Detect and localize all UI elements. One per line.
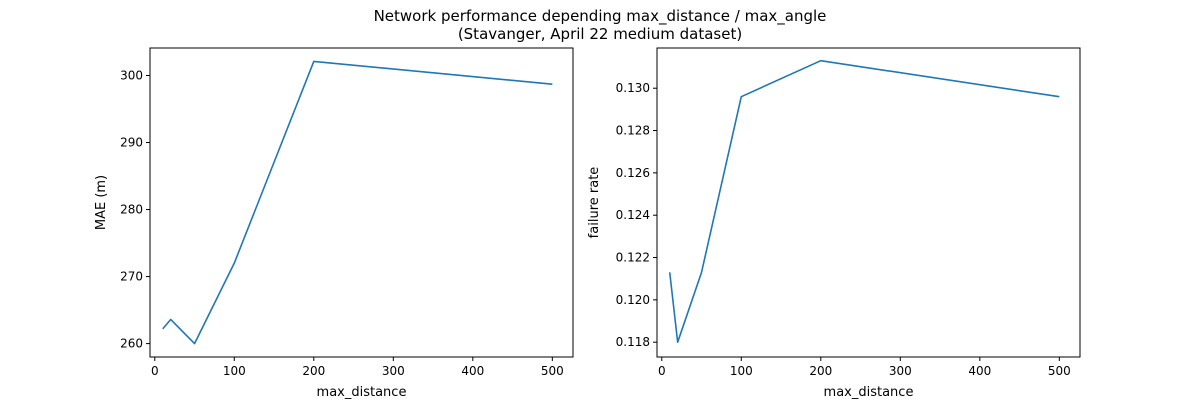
y-tick-label: 290 — [120, 136, 143, 150]
y-tick-label: 0.118 — [616, 335, 650, 349]
series-line — [162, 60, 553, 345]
y-axis-label: failure rate — [587, 167, 602, 239]
series-line — [668, 59, 1060, 343]
figure-title-line-2: (Stavanger, April 22 medium dataset) — [457, 25, 743, 43]
x-tick-label: 300 — [889, 364, 912, 378]
x-tick-label: 400 — [461, 364, 484, 378]
y-tick-label: 0.130 — [616, 81, 650, 95]
x-tick-label: 100 — [730, 364, 753, 378]
y-tick-label: 0.122 — [616, 251, 650, 265]
x-tick-label: 200 — [809, 364, 832, 378]
y-axis-label: MAE (m) — [94, 175, 109, 230]
x-tick-label: 200 — [302, 364, 325, 378]
x-tick-label: 0 — [658, 364, 666, 378]
x-tick-label: 300 — [382, 364, 405, 378]
y-tick-label: 270 — [120, 270, 143, 284]
axes-frame — [149, 47, 574, 358]
y-tick-label: 0.126 — [616, 166, 650, 180]
x-tick-label: 500 — [1048, 364, 1071, 378]
x-tick-label: 400 — [968, 364, 991, 378]
x-tick-label: 100 — [223, 364, 246, 378]
axes-frame — [656, 47, 1081, 358]
plot-left: 0 100 200 300 400 500 260 270 280 290 300 max_dista… — [94, 47, 574, 400]
x-axis-label: max_distance — [317, 385, 407, 400]
y-tick-label: 280 — [120, 203, 143, 217]
x-axis-label: max_distance — [824, 385, 914, 400]
x-tick-label: 0 — [151, 364, 159, 378]
y-tick-label: 260 — [120, 337, 143, 351]
y-tick-label: 0.120 — [616, 293, 650, 307]
figure-title-line-1: Network performance depending max_distan… — [373, 7, 827, 25]
plot-right: 0 100 200 300 400 500 0.118 0.120 0.122 0.124 0.12… — [587, 47, 1081, 400]
x-tick-label: 500 — [541, 364, 564, 378]
y-tick-label: 0.124 — [616, 208, 650, 222]
y-tick-label: 300 — [120, 68, 143, 82]
y-tick-label: 0.128 — [616, 124, 650, 138]
